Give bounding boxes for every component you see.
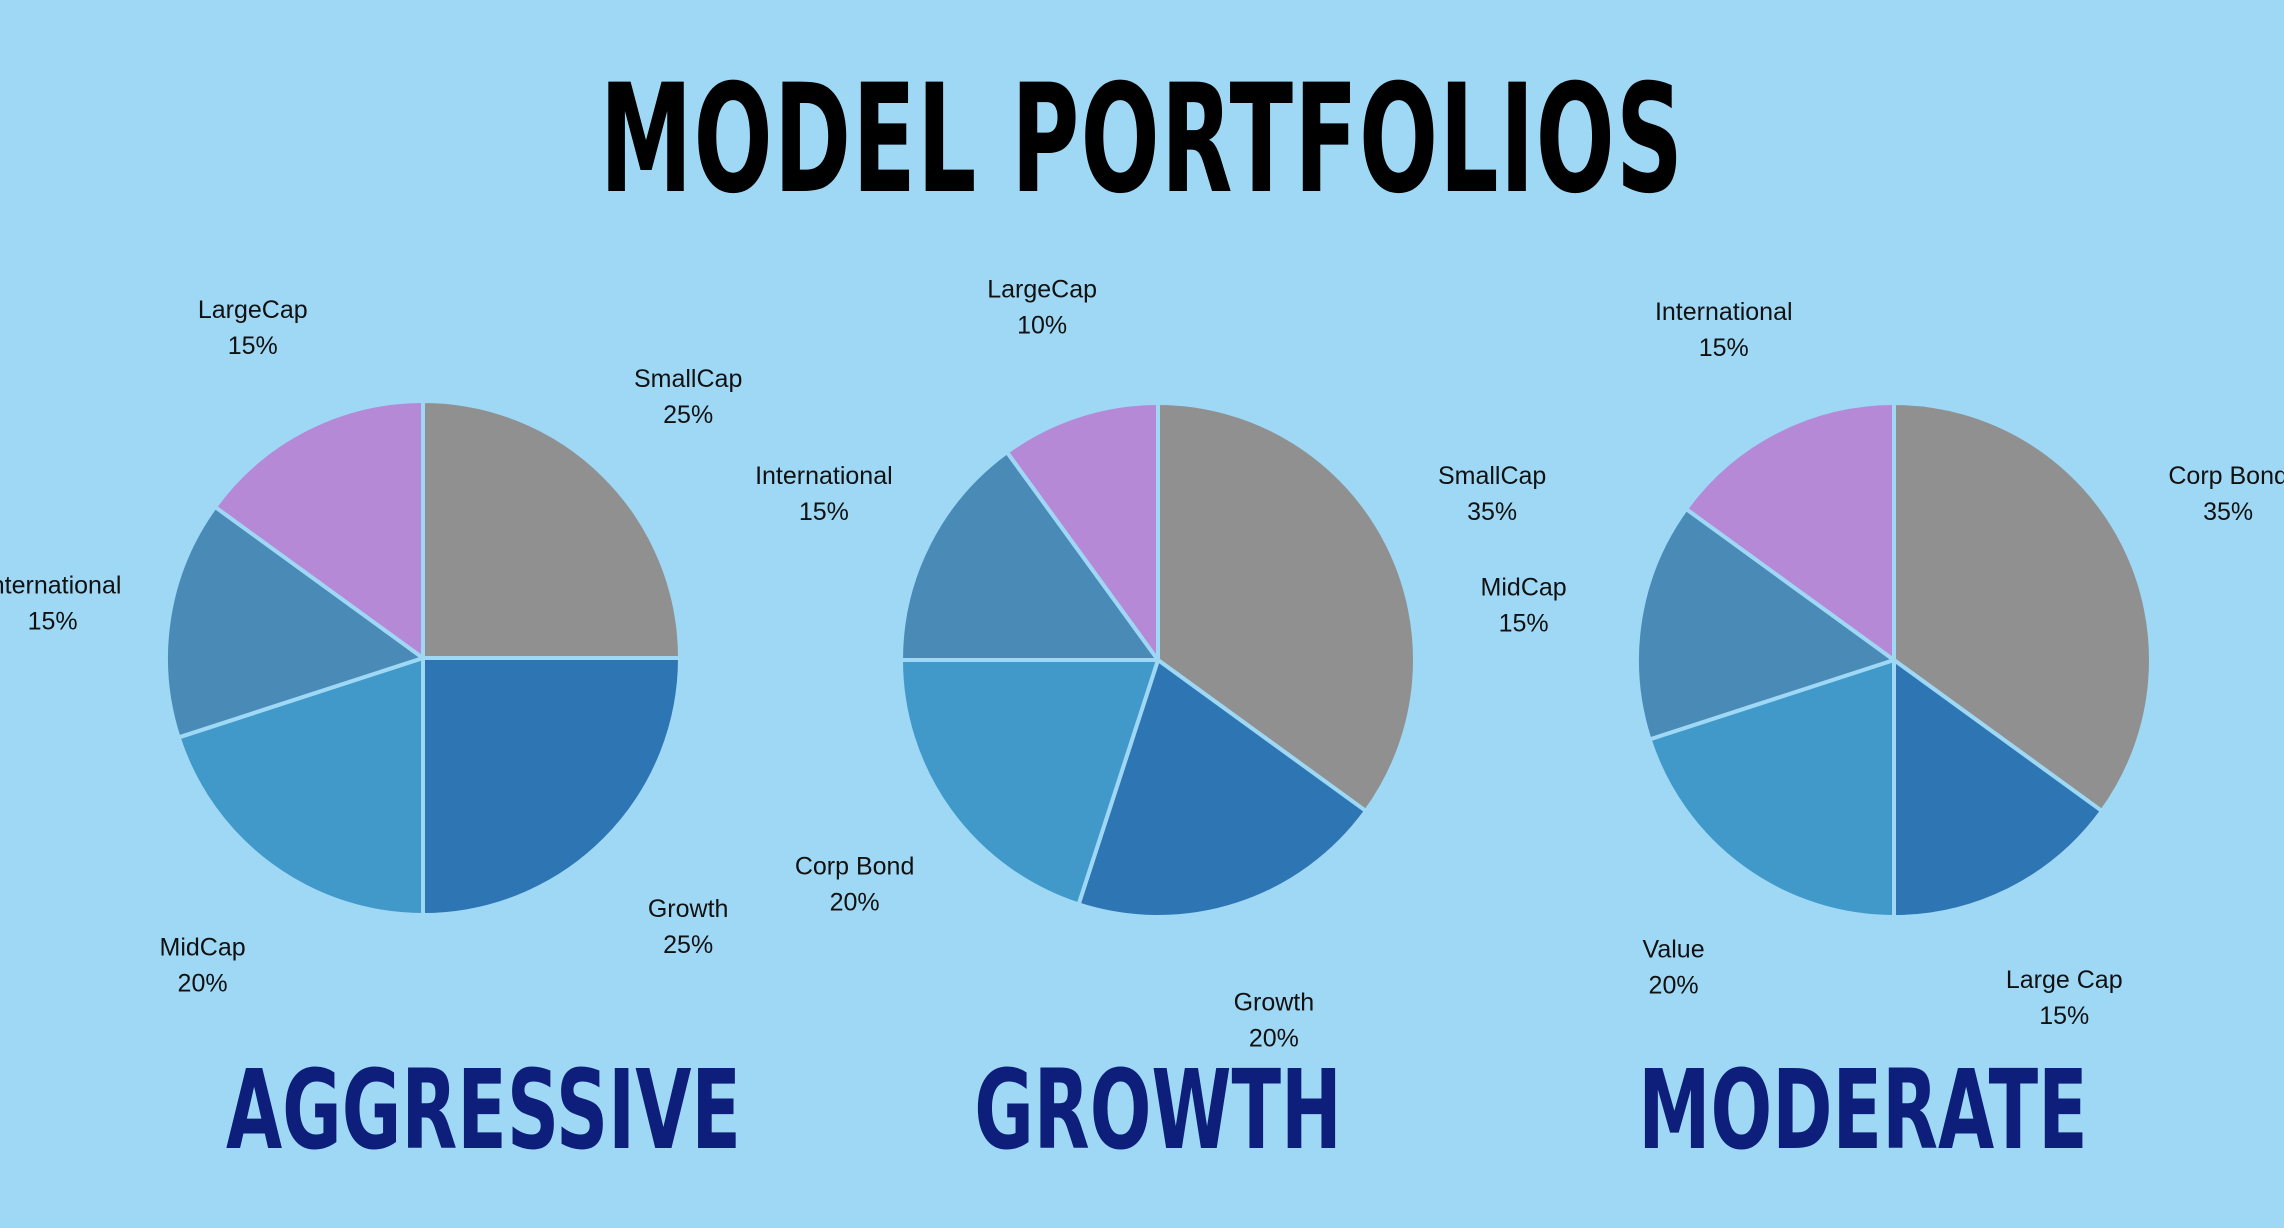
slice-label-moderate-value: Value [1643,935,1705,963]
slice-value-growth-largecap: 10% [1017,311,1067,339]
pie-slice-aggressive-midcap [176,656,425,917]
pie-slice-growth-growth [1076,658,1368,919]
slice-value-aggressive-midcap: 20% [178,969,228,997]
slice-value-moderate-midcap: 15% [1499,609,1549,637]
pie-slice-aggressive-smallcap [421,399,682,660]
slice-value-moderate-value: 20% [1649,971,1699,999]
pie-growth: SmallCap 35% Growth 20% Corp Bond 20% Internat… [755,275,1546,1052]
pie-moderate: Corp Bond 35% Large Cap 15% Value 20% MidCap 15… [1481,298,2284,1030]
slice-label-moderate-midcap: MidCap [1481,573,1567,601]
pie-slice-aggressive-international [164,504,425,740]
slice-value-growth-international: 15% [799,498,849,526]
slice-value-growth-smallcap: 35% [1467,498,1517,526]
pie-slice-moderate-large-cap [1892,658,2104,919]
slice-value-aggressive-growth: 25% [663,931,713,959]
pie-slice-moderate-corp-bond [1892,401,2153,814]
pie-slice-moderate-international [1684,401,1896,662]
slice-label-moderate-corp-bond: Corp Bond [2168,462,2284,490]
slice-value-moderate-large-cap: 15% [2039,1002,2089,1030]
pie-aggressive: SmallCap 25% Growth 25% MidCap 20% Internation… [0,296,742,998]
slice-value-growth-growth: 20% [1249,1025,1299,1053]
pie-slice-moderate-midcap [1635,506,1896,742]
slice-value-aggressive-international: 15% [28,607,78,635]
pie-slice-aggressive-growth [421,656,682,917]
slice-value-growth-corp-bond: 20% [830,888,880,916]
slice-label-aggressive-international: International [0,571,121,599]
slice-value-aggressive-smallcap: 25% [663,401,713,429]
slice-value-aggressive-largecap: 15% [228,332,278,360]
slice-value-moderate-corp-bond: 35% [2203,498,2253,526]
portfolio-name-aggressive: AGGRESSIVE [225,1046,741,1174]
slice-label-growth-smallcap: SmallCap [1438,462,1546,490]
slice-label-aggressive-largecap: LargeCap [198,296,308,324]
pie-slice-aggressive-largecap [213,399,425,660]
pie-slice-growth-corp-bond [899,658,1160,907]
slice-label-aggressive-growth: Growth [648,895,729,923]
slice-label-growth-largecap: LargeCap [987,275,1097,303]
slice-label-moderate-large-cap: Large Cap [2006,966,2123,994]
slice-label-aggressive-midcap: MidCap [160,933,246,961]
slice-label-growth-international: International [755,462,893,490]
pie-slice-moderate-value [1647,658,1896,919]
slice-value-moderate-international: 15% [1699,334,1749,362]
portfolio-name-growth: GROWTH [974,1046,1342,1174]
slice-label-moderate-international: International [1655,298,1793,326]
page-title: MODEL PORTFOLIOS [599,53,1685,227]
slice-label-growth-corp-bond: Corp Bond [795,852,915,880]
pie-slice-growth-international [899,450,1160,662]
pie-slice-growth-largecap [1004,401,1160,662]
slice-label-aggressive-smallcap: SmallCap [634,365,742,393]
pie-slice-growth-smallcap [1156,401,1417,814]
portfolio-name-moderate: MODERATE [1638,1046,2088,1174]
slice-label-growth-growth: Growth [1234,989,1315,1017]
